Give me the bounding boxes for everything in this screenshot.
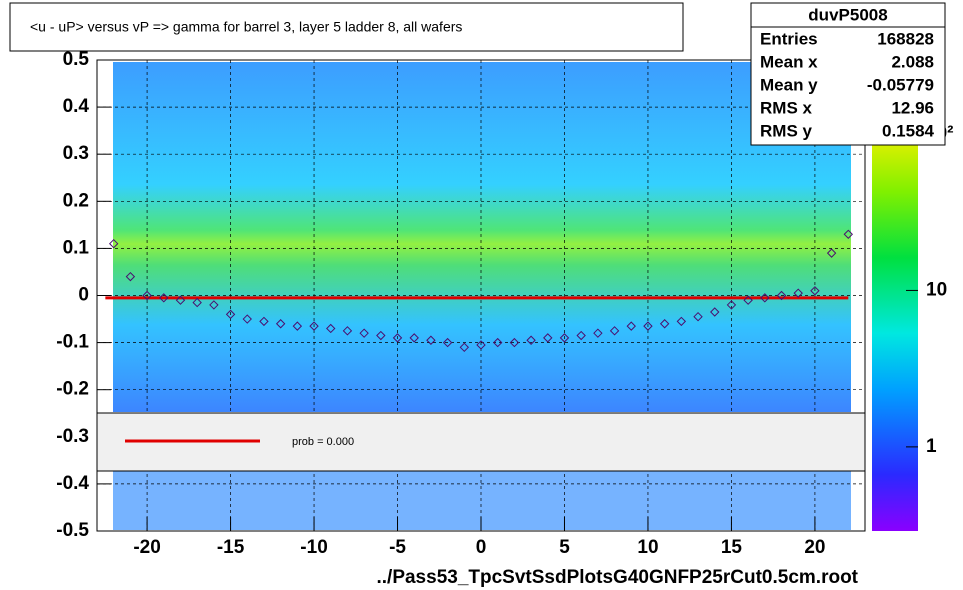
profile-point: [643, 321, 653, 331]
profile-point: [292, 321, 303, 331]
x-tick-label: 20: [804, 537, 825, 558]
stats-box: duvP5008 Entries 168828 Mean x 2.088 Mean y -…: [750, 2, 946, 146]
profile-point: [760, 293, 770, 303]
profile-point: [376, 330, 386, 341]
profile-point: [826, 248, 837, 258]
profile-point: [509, 337, 520, 348]
profile-point: [593, 328, 603, 338]
profile-point: [342, 326, 353, 336]
stats-label: Mean x: [760, 52, 818, 71]
x-axis-label: ../Pass53_TpcSvtSsdPlotsG40GNFP25rCut0.5…: [376, 567, 858, 588]
profile-point: [492, 337, 503, 348]
profile-point: [275, 319, 286, 329]
y-tick-label: 0.1: [63, 237, 90, 258]
profile-point: [609, 326, 620, 336]
profile-point: [125, 271, 136, 282]
y-tick-label: 0: [78, 285, 89, 306]
y-tick-label: 0.3: [63, 143, 89, 164]
x-tick-label: 15: [721, 537, 743, 558]
profile-point: [359, 328, 369, 338]
profile-point: [543, 333, 553, 343]
profile-point: [108, 238, 119, 249]
stats-value: 12.96: [891, 98, 934, 117]
profile-point: [309, 321, 319, 331]
stats-label: RMS y: [760, 121, 813, 140]
profile-point: [259, 316, 269, 327]
x-tick-label: -20: [133, 537, 160, 558]
profile-point: [242, 314, 252, 324]
profile-point: [476, 340, 486, 350]
density-background: [113, 62, 851, 412]
stats-value: 168828: [877, 29, 934, 48]
profile-point: [793, 288, 803, 298]
profile-point: [175, 295, 186, 305]
y-tick-label: 0.4: [63, 96, 90, 117]
x-tick-label: 5: [559, 537, 570, 558]
profile-point: [442, 337, 453, 348]
profile-point: [776, 290, 787, 301]
y-tick-label: -0.4: [56, 473, 89, 494]
density-background: [113, 470, 851, 530]
stats-label: RMS x: [760, 98, 813, 117]
profile-point: [726, 300, 737, 310]
y-tick-label: -0.2: [56, 379, 89, 400]
x-tick-label: -15: [217, 537, 245, 558]
profile-point: [192, 297, 202, 308]
profile-point: [810, 286, 820, 296]
z-tick-label: 10: [926, 279, 947, 300]
profile-point: [392, 333, 403, 343]
y-tick-label: 0.2: [63, 190, 89, 211]
stats-value: 0.1584: [882, 121, 935, 140]
profile-point: [693, 311, 703, 322]
profile-point: [326, 323, 336, 334]
y-tick-label: -0.3: [56, 426, 89, 447]
profile-point: [576, 330, 586, 341]
profile-point: [142, 290, 152, 301]
y-tick-label: -0.5: [56, 520, 89, 541]
profile-point: [676, 316, 687, 327]
x-tick-label: -5: [389, 537, 406, 558]
profile-point: [626, 321, 636, 331]
x-tick-label: 0: [476, 537, 487, 558]
stats-label: Mean y: [760, 75, 818, 94]
stats-title: duvP5008: [808, 5, 887, 24]
profile-point: [225, 309, 236, 320]
stats-value: 2.088: [891, 52, 934, 71]
x-tick-label: 10: [637, 537, 658, 558]
profile-point: [459, 342, 470, 353]
stats-value: -0.05779: [867, 75, 934, 94]
profile-point: [559, 333, 570, 343]
profile-point: [743, 295, 753, 305]
z-tick-label: 1: [926, 436, 937, 457]
profile-point: [426, 335, 436, 345]
profile-point: [659, 319, 670, 329]
legend-text: prob = 0.000: [292, 436, 354, 448]
profile-point: [409, 333, 419, 343]
x-tick-label: -10: [300, 537, 327, 558]
profile-point: [843, 229, 854, 239]
stats-label: Entries: [760, 29, 818, 48]
profile-point: [710, 307, 720, 317]
y-tick-label: -0.1: [56, 332, 89, 353]
y-tick-label: 0.5: [63, 49, 90, 70]
profile-point: [526, 335, 536, 345]
chart-title: <u - uP> versus vP => gamma for barrel 3…: [30, 19, 462, 35]
profile-point: [159, 293, 169, 303]
profile-point: [209, 300, 219, 310]
title-box: [9, 2, 684, 52]
